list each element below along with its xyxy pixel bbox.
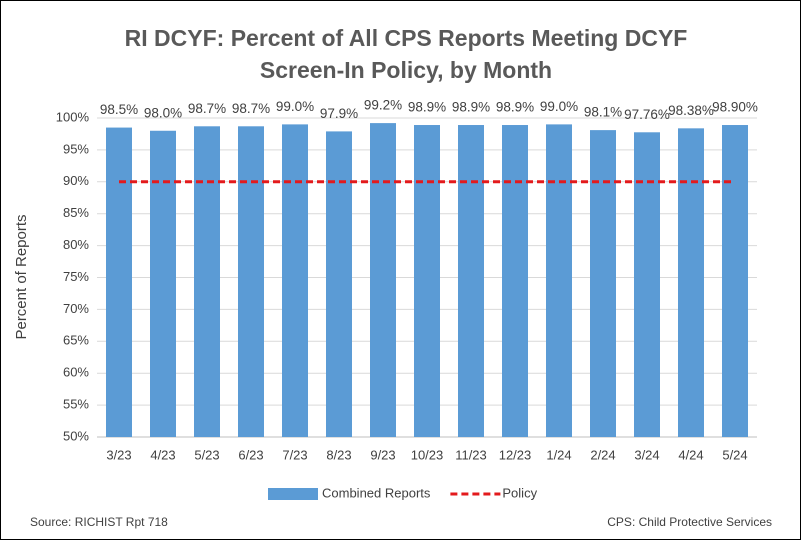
x-tick-label: 5/23 bbox=[194, 447, 219, 462]
x-tick-label: 5/24 bbox=[722, 447, 747, 462]
legend-label: Policy bbox=[502, 485, 537, 500]
x-tick-label: 4/24 bbox=[678, 447, 703, 462]
y-axis-label: Percent of Reports bbox=[13, 214, 30, 339]
y-tick-label: 55% bbox=[63, 397, 89, 412]
x-tick-label: 9/23 bbox=[370, 447, 395, 462]
data-label: 98.9% bbox=[452, 100, 490, 115]
y-tick-label: 80% bbox=[63, 237, 89, 252]
bar bbox=[414, 125, 440, 437]
bar bbox=[194, 126, 220, 437]
bar bbox=[282, 124, 308, 437]
abbreviation-note: CPS: Child Protective Services bbox=[607, 515, 772, 529]
data-label: 97.9% bbox=[320, 106, 358, 121]
data-label: 98.5% bbox=[100, 102, 138, 117]
x-tick-label: 10/23 bbox=[411, 447, 444, 462]
bar bbox=[326, 131, 352, 437]
data-label: 98.9% bbox=[496, 100, 534, 115]
bar bbox=[590, 130, 616, 437]
bar bbox=[634, 132, 660, 437]
x-tick-label: 3/23 bbox=[106, 447, 131, 462]
data-label: 98.38% bbox=[668, 103, 714, 118]
bar bbox=[150, 130, 176, 437]
x-tick-label: 4/23 bbox=[150, 447, 175, 462]
y-tick-label: 85% bbox=[63, 205, 89, 220]
x-tick-label: 11/23 bbox=[455, 447, 487, 462]
data-label: 99.0% bbox=[276, 99, 314, 114]
bar bbox=[238, 126, 264, 437]
chart-title: RI DCYF: Percent of All CPS Reports Meet… bbox=[124, 25, 688, 83]
source-note: Source: RICHIST Rpt 718 bbox=[30, 515, 168, 529]
bar bbox=[502, 125, 528, 437]
y-tick-label: 65% bbox=[63, 333, 89, 348]
data-label: 99.2% bbox=[364, 98, 402, 113]
bar bbox=[370, 123, 396, 437]
legend-label: Combined Reports bbox=[322, 485, 431, 500]
x-tick-label: 12/23 bbox=[499, 447, 532, 462]
data-label: 98.7% bbox=[188, 101, 226, 116]
x-tick-label: 8/23 bbox=[326, 447, 351, 462]
y-tick-label: 75% bbox=[63, 269, 89, 284]
legend-swatch bbox=[268, 488, 318, 500]
y-tick-label: 90% bbox=[63, 173, 89, 188]
data-label: 98.7% bbox=[232, 101, 270, 116]
x-tick-label: 7/23 bbox=[282, 447, 307, 462]
x-tick-label: 2/24 bbox=[590, 447, 615, 462]
data-label: 98.90% bbox=[712, 100, 758, 115]
data-label: 99.0% bbox=[540, 99, 578, 114]
x-tick-label: 1/24 bbox=[546, 447, 571, 462]
y-tick-label: 50% bbox=[63, 428, 89, 443]
bar bbox=[678, 128, 704, 437]
data-label: 98.0% bbox=[144, 105, 182, 120]
y-tick-label: 100% bbox=[56, 109, 90, 124]
bar bbox=[106, 127, 132, 437]
x-tick-label: 6/23 bbox=[238, 447, 263, 462]
data-label: 98.9% bbox=[408, 100, 446, 115]
y-tick-label: 70% bbox=[63, 301, 89, 316]
y-tick-label: 60% bbox=[63, 365, 89, 380]
x-tick-label: 3/24 bbox=[634, 447, 659, 462]
y-tick-label: 95% bbox=[63, 141, 89, 156]
bar bbox=[458, 125, 484, 437]
bar bbox=[546, 124, 572, 437]
data-label: 97.76% bbox=[624, 107, 670, 122]
data-label: 98.1% bbox=[584, 105, 622, 120]
bar bbox=[722, 125, 748, 437]
